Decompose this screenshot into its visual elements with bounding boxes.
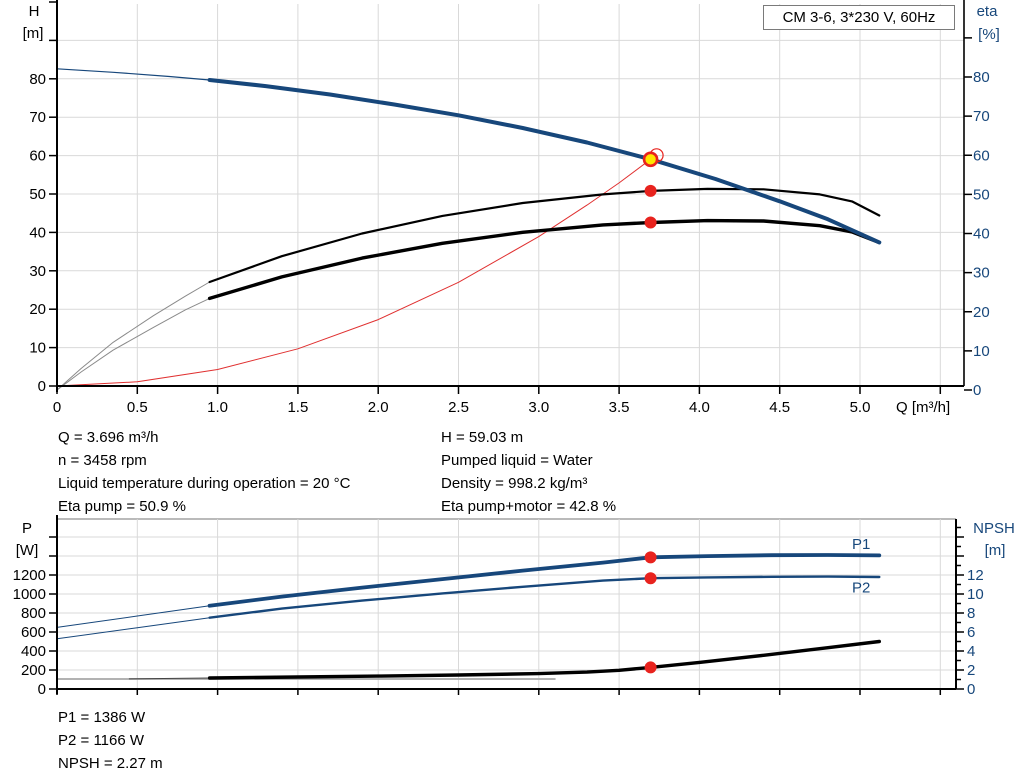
curve-npsh_thin: [128, 677, 211, 680]
curve-p2_thin: [56, 617, 211, 640]
tick-label-right: 0: [967, 681, 975, 698]
curve-eta_motor_thin: [56, 297, 211, 391]
info-line-npsh: NPSH = 2.27 m: [58, 755, 163, 772]
tick-label-left: 40: [29, 224, 46, 241]
tick-label-left: 70: [29, 109, 46, 126]
series-label-p2: P2: [852, 580, 870, 597]
info-line-speed: n = 3458 rpm: [58, 452, 147, 469]
tick-label-left: 20: [29, 301, 46, 318]
info-line-eta-pump: Eta pump = 50.9 %: [58, 498, 186, 515]
curve-hq_thin: [56, 68, 211, 81]
tick-label-x: 1.0: [207, 399, 228, 416]
tick-label-left: 1000: [13, 586, 46, 603]
curve-p2: [208, 575, 881, 619]
curve-p1_thin: [56, 605, 211, 628]
power-chart: 0 200 400 600 800 1000 1200 0 2 4 6 8 10 12 P [W] NPSH [m…: [13, 515, 1015, 698]
info-line-liquid: Pumped liquid = Water: [441, 452, 593, 469]
marker-eta_motor_point: [644, 216, 657, 229]
info-line-head: H = 59.03 m: [441, 429, 524, 446]
curve-npsh: [207, 639, 881, 680]
tick-label-left: 600: [21, 624, 46, 641]
tick-label-left: 800: [21, 605, 46, 622]
left-axis-title: P: [22, 520, 32, 537]
power-point-info: P1 = 1386 W P2 = 1166 W NPSH = 2.27 m: [58, 706, 163, 775]
right-axis-unit: [%]: [978, 26, 1000, 43]
marker-npsh_point: [644, 661, 657, 674]
tick-label-right: 6: [967, 624, 975, 641]
tick-label-x: 0.5: [127, 399, 148, 416]
tick-label-x: 1.5: [287, 399, 308, 416]
right-axis-title: NPSH: [973, 520, 1015, 537]
tick-label-x: 0: [53, 399, 61, 416]
tick-label-left: 1200: [13, 567, 46, 584]
curve-system: [56, 158, 652, 387]
tick-label-left: 10: [29, 340, 46, 357]
marker-duty_point: [642, 151, 659, 168]
curve-eta_pump_thin: [56, 281, 211, 391]
tick-label-right: 80: [973, 69, 990, 86]
curve-eta_pump: [208, 187, 881, 284]
tick-label-left: 60: [29, 148, 46, 165]
tick-label-right: 10: [973, 343, 990, 360]
tick-label-right: 30: [973, 265, 990, 282]
tick-label-left: 0: [38, 681, 46, 698]
tick-label-left: 30: [29, 263, 46, 280]
curve-p1: [207, 553, 882, 608]
tick-label-x: 3.5: [609, 399, 630, 416]
tick-label-left: 0: [38, 378, 46, 395]
tick-label-x: 4.5: [769, 399, 790, 416]
marker-p2_point: [644, 572, 657, 585]
tick-label-x: 3.0: [528, 399, 549, 416]
tick-label-right: 60: [973, 147, 990, 164]
tick-label-right: 50: [973, 186, 990, 203]
series-label-p1: P1: [852, 536, 870, 553]
right-axis-unit: [m]: [985, 542, 1006, 559]
tick-label-left: 50: [29, 186, 46, 203]
info-line-temperature: Liquid temperature during operation = 20…: [58, 475, 351, 492]
right-axis-title: eta: [977, 3, 999, 20]
x-axis-title: Q [m³/h]: [896, 399, 950, 416]
tick-label-right: 8: [967, 605, 975, 622]
info-line-eta-total: Eta pump+motor = 42.8 %: [441, 498, 617, 515]
tick-label-right: 12: [967, 567, 984, 584]
tick-label-right: 0: [973, 382, 981, 399]
info-line-p1: P1 = 1386 W: [58, 709, 146, 726]
info-line-p2: P2 = 1166 W: [58, 732, 145, 749]
tick-label-left: 400: [21, 643, 46, 660]
tick-label-x: 5.0: [850, 399, 871, 416]
left-axis-unit: [W]: [16, 542, 39, 559]
tick-label-right: 20: [973, 304, 990, 321]
operating-point-info-left: Q = 3.696 m³/h n = 3458 rpm Liquid tempe…: [58, 426, 350, 518]
tick-label-x: 2.0: [368, 399, 389, 416]
tick-label-x: 2.5: [448, 399, 469, 416]
tick-label-left: 80: [29, 71, 46, 88]
tick-label-right: 2: [967, 662, 975, 679]
tick-label-right: 70: [973, 108, 990, 125]
info-line-density: Density = 998.2 kg/m³: [441, 475, 588, 492]
marker-eta_pump_point: [644, 184, 657, 197]
tick-label-right: 10: [967, 586, 984, 603]
tick-label-right: 40: [973, 226, 990, 243]
tick-label-right: 4: [967, 643, 975, 660]
tick-label-x: 4.0: [689, 399, 710, 416]
left-axis-title: H: [29, 3, 40, 20]
head-chart: 0 10 20 30 40 50 60 70 80 0 10 20 30 40 50 60 70 80 0 0.5 1.…: [23, 0, 1000, 416]
info-line-flow: Q = 3.696 m³/h: [58, 429, 159, 446]
marker-p1_point: [644, 551, 657, 564]
pump-model-label: CM 3-6, 3*230 V, 60Hz: [763, 5, 955, 30]
left-axis-unit: [m]: [23, 25, 44, 42]
operating-point-info-right: H = 59.03 m Pumped liquid = Water Densit…: [441, 426, 616, 518]
curve-hq: [207, 78, 882, 245]
curve-eta_motor: [207, 218, 881, 301]
tick-label-left: 200: [21, 662, 46, 679]
